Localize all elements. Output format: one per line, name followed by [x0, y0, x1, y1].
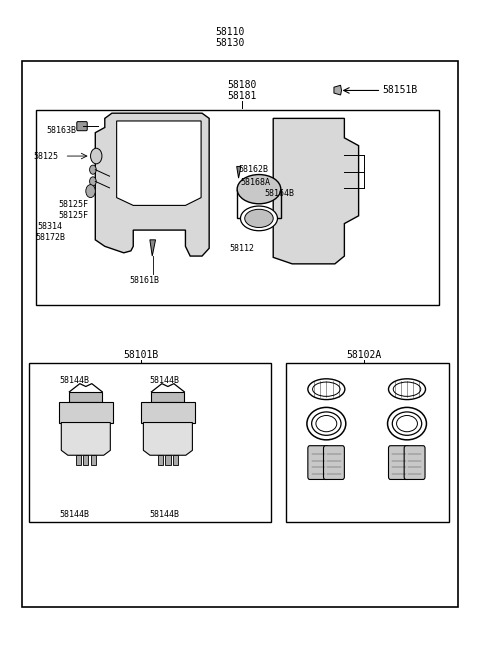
Ellipse shape [312, 412, 341, 436]
Circle shape [90, 165, 96, 174]
Polygon shape [158, 455, 163, 466]
Polygon shape [152, 392, 184, 402]
Ellipse shape [392, 412, 422, 436]
Polygon shape [165, 455, 170, 466]
Text: 58314: 58314 [38, 222, 63, 231]
Polygon shape [70, 392, 102, 402]
Text: 58125F: 58125F [58, 211, 88, 219]
Polygon shape [117, 121, 201, 206]
FancyBboxPatch shape [324, 445, 344, 479]
Text: 58162B: 58162B [238, 164, 268, 174]
Text: 58161B: 58161B [129, 276, 159, 284]
FancyBboxPatch shape [404, 445, 425, 479]
Text: 58144B: 58144B [149, 510, 179, 519]
Polygon shape [59, 402, 113, 422]
Text: 58102A: 58102A [347, 350, 382, 360]
Ellipse shape [237, 174, 281, 204]
Text: 58151B: 58151B [383, 85, 418, 96]
Text: 58168A: 58168A [240, 178, 271, 187]
Polygon shape [96, 113, 209, 256]
Polygon shape [61, 422, 110, 455]
Text: 58164B: 58164B [264, 189, 294, 198]
Text: 58180: 58180 [228, 81, 257, 90]
Circle shape [91, 148, 102, 164]
Circle shape [266, 183, 273, 192]
Text: 58125F: 58125F [58, 200, 88, 208]
Text: 58112: 58112 [229, 244, 254, 253]
Polygon shape [150, 240, 156, 256]
Circle shape [86, 185, 96, 198]
Polygon shape [237, 166, 241, 178]
Text: 58163B: 58163B [46, 126, 76, 134]
FancyBboxPatch shape [388, 445, 409, 479]
Polygon shape [173, 455, 178, 466]
Ellipse shape [240, 206, 277, 231]
Text: 58110: 58110 [215, 27, 244, 37]
Circle shape [90, 177, 96, 186]
Polygon shape [76, 455, 81, 466]
FancyBboxPatch shape [308, 445, 329, 479]
Text: 58144B: 58144B [59, 510, 89, 519]
FancyBboxPatch shape [77, 122, 87, 131]
Text: 58144B: 58144B [59, 376, 89, 385]
Ellipse shape [245, 210, 273, 227]
Text: 58125: 58125 [33, 151, 58, 160]
Polygon shape [83, 455, 88, 466]
Polygon shape [144, 422, 192, 455]
Text: 58172B: 58172B [35, 233, 65, 242]
Text: 58144B: 58144B [149, 376, 179, 385]
Text: 58101B: 58101B [124, 350, 159, 360]
Polygon shape [273, 119, 359, 264]
Text: 58130: 58130 [215, 38, 244, 48]
Text: 58181: 58181 [228, 91, 257, 102]
Polygon shape [141, 402, 195, 422]
Polygon shape [334, 85, 342, 95]
Polygon shape [91, 455, 96, 466]
